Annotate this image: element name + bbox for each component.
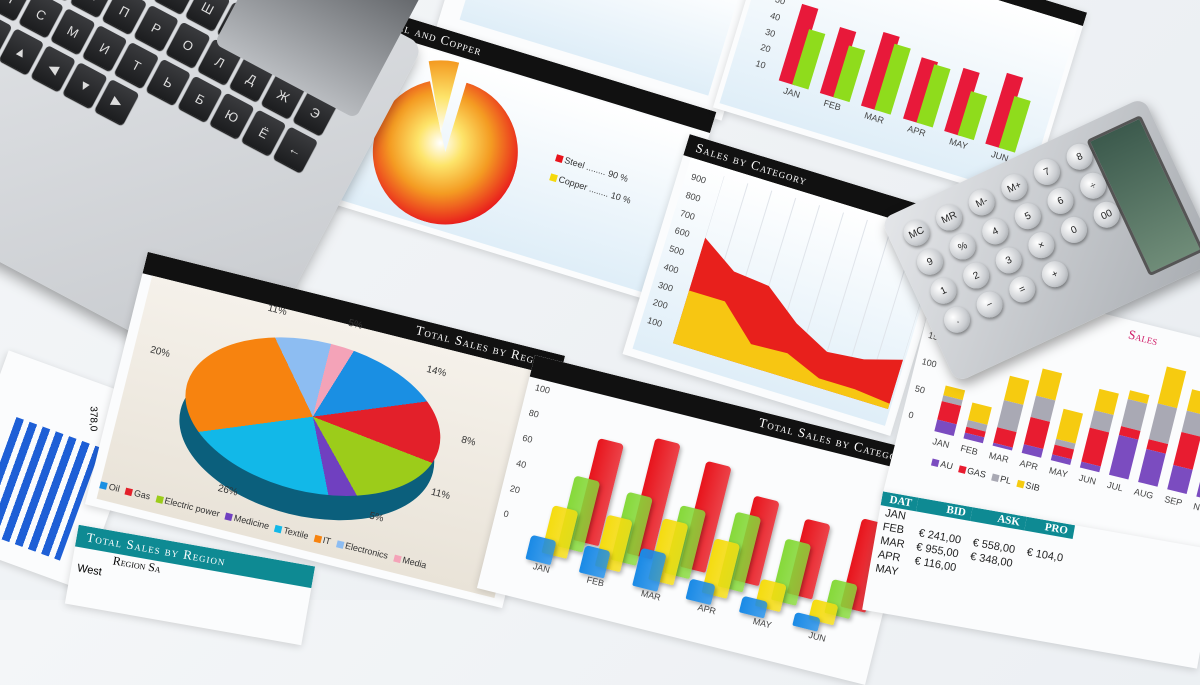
calculator-key[interactable]: 1 <box>926 273 961 308</box>
calculator-key[interactable]: 6 <box>1043 184 1078 219</box>
legend-label: GAS <box>966 465 987 479</box>
calculator-key[interactable]: + <box>1038 257 1073 292</box>
calculator-key[interactable]: MR <box>932 200 967 235</box>
legend-swatch <box>274 525 282 533</box>
legend-swatch <box>99 481 107 489</box>
legend-label: AU <box>939 459 954 472</box>
legend-swatch <box>991 474 999 482</box>
legend-label: IT <box>322 535 332 547</box>
legend-swatch <box>155 495 163 503</box>
stacked-bar <box>1051 409 1083 465</box>
bar-segment <box>1138 449 1166 487</box>
bar-segment <box>1149 403 1177 444</box>
legend-swatch <box>313 535 321 543</box>
y-tick-label: 40 <box>515 458 532 471</box>
bar-segment <box>1173 432 1200 470</box>
stacked-title: Sales <box>1127 326 1160 349</box>
x-tick-label: MAY <box>1048 465 1069 479</box>
calculator-key[interactable]: MC <box>899 215 934 250</box>
stacked-bar <box>963 402 991 443</box>
bar-segment <box>1196 457 1200 501</box>
calculator-key[interactable]: = <box>1005 272 1040 307</box>
calculator-key[interactable]: 3 <box>991 243 1026 278</box>
legend-item: AU <box>931 457 954 472</box>
y-tick-label: 200 <box>652 297 669 311</box>
x-tick-label: NOV <box>1192 501 1200 515</box>
legend-swatch <box>124 488 132 496</box>
legend-swatch <box>931 459 939 467</box>
y-tick-label: 700 <box>679 208 696 222</box>
calculator-key[interactable]: − <box>972 287 1007 322</box>
legend-swatch <box>393 555 401 563</box>
legend-label: PL <box>999 474 1012 486</box>
x-tick-label: AUG <box>1133 486 1154 500</box>
y-tick-label: 300 <box>657 279 674 293</box>
bar-segment <box>1158 367 1186 408</box>
legend-swatch <box>1016 480 1024 488</box>
y-tick-label: 20 <box>509 483 526 496</box>
bar-segment <box>1167 465 1192 494</box>
x-tick-label: JUL <box>1106 480 1124 494</box>
calculator-key[interactable]: M- <box>964 185 999 220</box>
calculator-key[interactable]: 2 <box>959 258 994 293</box>
y-tick-label: 500 <box>668 243 685 257</box>
calculator-key[interactable]: × <box>1024 228 1059 263</box>
y-tick-label: 100 <box>534 382 551 395</box>
x-tick-label: MAR <box>988 450 1010 465</box>
bar-segment <box>1109 435 1138 479</box>
x-tick-label: SEP <box>1163 494 1183 508</box>
x-tick-label: FEB <box>959 443 978 457</box>
legend-label: SIB <box>1024 480 1041 493</box>
legend-swatch <box>224 513 232 521</box>
x-tick-label: JUN <box>1078 473 1097 487</box>
stacked-bar <box>934 386 965 436</box>
x-tick-label: APR <box>1019 458 1039 472</box>
calculator-key[interactable]: . <box>940 303 975 338</box>
y-tick-label: 60 <box>521 433 538 446</box>
bar-segment <box>1081 428 1109 466</box>
calculator-key[interactable]: M+ <box>997 170 1032 205</box>
y-tick-label: 0 <box>503 508 520 521</box>
legend-item: GAS <box>957 463 987 479</box>
y-tick-label: 400 <box>663 261 680 275</box>
y-tick-label: 600 <box>674 225 691 239</box>
calculator-key[interactable]: 9 <box>913 244 948 279</box>
legend-swatch <box>336 540 344 548</box>
y-tick-label: 800 <box>684 190 701 204</box>
calculator-key[interactable]: 4 <box>978 214 1013 249</box>
calculator-key[interactable]: 7 <box>1030 155 1065 190</box>
legend-item: SIB <box>1016 478 1041 493</box>
x-tick-label: JAN <box>932 436 951 450</box>
y-tick-label: 80 <box>528 408 545 421</box>
bar-segment <box>1056 409 1083 444</box>
y-tick-label: 0 <box>907 410 924 423</box>
y-tick-label: 100 <box>921 356 938 369</box>
calculator-key[interactable]: 0 <box>1057 213 1092 248</box>
side-sheet-value: 378,0 <box>87 406 98 431</box>
calculator-key[interactable]: 5 <box>1011 199 1046 234</box>
calculator-key[interactable]: % <box>945 229 980 264</box>
legend-item: PL <box>990 472 1012 487</box>
y-tick-label: 50 <box>914 383 931 396</box>
legend-swatch <box>958 465 966 473</box>
